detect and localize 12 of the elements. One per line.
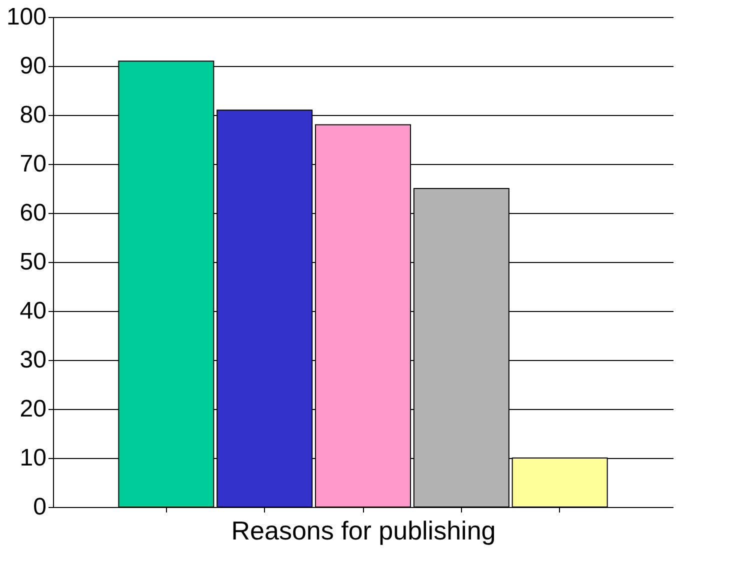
y-tick-label: 10 [20,444,46,472]
y-tick-label: 50 [20,248,46,276]
y-tick-label: 80 [20,102,46,128]
y-tick-label: 20 [20,396,46,422]
y-tick-label: 100 [6,4,46,30]
y-tick-label: 0 [33,494,46,520]
y-tick-label: 60 [20,200,46,226]
y-tick-label: 70 [20,150,46,178]
y-tick-label: 30 [20,346,46,374]
y-tick-label: 40 [20,298,46,324]
x-axis-title: Reasons for publishing [231,516,496,546]
y-tick-label: 90 [20,52,46,80]
